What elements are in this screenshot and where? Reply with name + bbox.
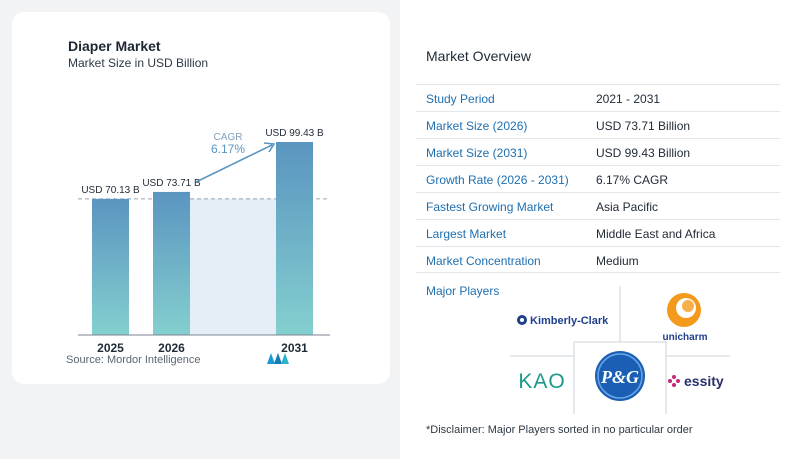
svg-text:KAO: KAO [518, 370, 565, 393]
svg-text:P&G: P&G [600, 367, 639, 387]
data-label-2025: USD 70.13 B [81, 185, 140, 196]
bar-2031 [276, 142, 313, 335]
chart-title: Diaper Market [68, 38, 161, 54]
cagr-value: 6.17% [211, 142, 245, 156]
row-key: Market Concentration [426, 254, 541, 268]
row-value: Medium [596, 254, 639, 268]
bar-2025 [92, 198, 129, 335]
row-value: Asia Pacific [596, 200, 659, 214]
x-tick-2025: 2025 [97, 341, 124, 355]
svg-text:essity: essity [684, 373, 724, 389]
major-players-title: Major Players [426, 284, 500, 298]
kimberly-clark-logo: Kimberly-Clark [517, 315, 609, 327]
x-tick-2031: 2031 [281, 341, 308, 355]
row-value: 6.17% CAGR [596, 173, 669, 187]
overview-row: Fastest Growing Market Asia Pacific [416, 192, 780, 219]
row-value: USD 99.43 Billion [596, 146, 691, 160]
svg-text:unicharm: unicharm [662, 332, 707, 343]
row-key: Growth Rate (2026 - 2031) [426, 173, 569, 187]
row-key: Largest Market [426, 227, 507, 241]
data-label-2026: USD 73.71 B [142, 178, 201, 189]
cagr-label: CAGR [214, 132, 243, 143]
essity-logo: essity [668, 373, 724, 389]
row-key: Fastest Growing Market [426, 200, 554, 214]
cagr-arrowhead [263, 142, 276, 153]
disclaimer-text: *Disclaimer: Major Players sorted in no … [426, 424, 693, 436]
data-label-2031: USD 99.43 B [265, 128, 324, 139]
overview-row: Growth Rate (2026 - 2031) 6.17% CAGR [416, 165, 780, 192]
kao-logo: KAO [518, 370, 565, 393]
bar-2026 [153, 191, 190, 335]
row-key: Market Size (2026) [426, 119, 528, 133]
overview-row: Study Period 2021 - 2031 [416, 84, 780, 111]
major-players-grid: Kimberly-Clark unicharm KAO P&G essity [510, 286, 730, 414]
x-tick-2026: 2026 [158, 341, 185, 355]
mordor-logo-icon [267, 353, 289, 364]
row-value: Middle East and Africa [596, 227, 716, 241]
overview-row: Largest Market Middle East and Africa [416, 219, 780, 246]
cagr-arrow [195, 144, 273, 183]
overview-row: Market Concentration Medium [416, 246, 780, 273]
unicharm-logo: unicharm [662, 293, 708, 343]
row-key: Market Size (2031) [426, 146, 528, 160]
source-text: Source: Mordor Intelligence [66, 354, 201, 366]
chart-subtitle: Market Size in USD Billion [68, 56, 209, 70]
pg-logo: P&G [595, 351, 645, 401]
row-key: Study Period [426, 92, 495, 106]
row-value: USD 73.71 Billion [596, 119, 691, 133]
overview-row: Market Size (2026) USD 73.71 Billion [416, 111, 780, 138]
overview-title: Market Overview [426, 48, 532, 64]
overview-row: Market Size (2031) USD 99.43 Billion [416, 138, 780, 165]
svg-text:Kimberly-Clark: Kimberly-Clark [530, 315, 609, 327]
row-value: 2021 - 2031 [596, 92, 661, 106]
